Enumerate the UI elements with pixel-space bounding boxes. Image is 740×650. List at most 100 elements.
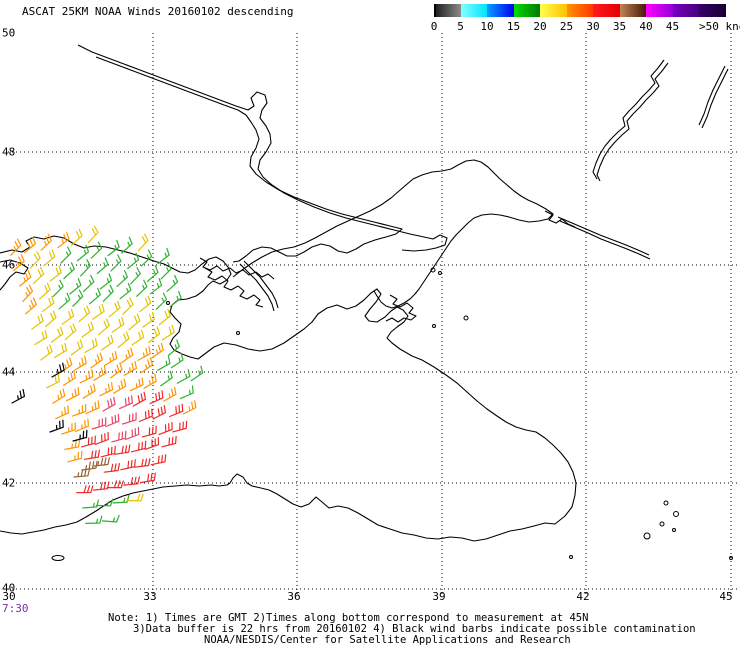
wind-barb <box>148 326 161 344</box>
legend-tick-label: >50 knots <box>699 20 740 33</box>
wind-barb <box>137 346 151 361</box>
coastline <box>557 216 650 256</box>
wind-barb <box>99 382 114 397</box>
wind-barb <box>123 360 137 376</box>
wind-barb <box>91 417 107 430</box>
wind-barb <box>95 498 114 507</box>
wind-barb <box>122 412 137 425</box>
wind-barb <box>41 295 55 312</box>
legend-tick-label: 5 <box>457 20 464 33</box>
wind-barb <box>49 265 62 282</box>
coastline <box>204 267 264 308</box>
wind-barb <box>100 445 116 458</box>
wind-barb <box>40 344 53 361</box>
wind-barb <box>131 440 147 453</box>
wind-barb <box>79 369 94 384</box>
wind-barb <box>102 284 114 302</box>
legend-tick-label: 40 <box>639 20 653 33</box>
wind-barb <box>116 270 128 287</box>
island <box>569 555 573 559</box>
wind-barb <box>80 259 91 277</box>
wind-barb <box>134 458 151 468</box>
wind-barb <box>125 426 140 440</box>
wind-barb <box>151 342 164 359</box>
wind-barb <box>40 233 52 251</box>
wind-barb <box>10 238 22 256</box>
wind-barb <box>141 425 157 438</box>
wind-barb <box>111 316 125 333</box>
wind-barb <box>44 310 57 328</box>
wind-barb <box>155 292 168 310</box>
island <box>236 331 240 335</box>
wind-barb <box>158 308 171 326</box>
wind-barb <box>64 439 81 450</box>
wind-barb <box>111 430 127 443</box>
coastline <box>698 65 726 126</box>
wind-barb <box>49 419 64 433</box>
wind-barb <box>31 313 44 330</box>
coastline <box>243 260 279 309</box>
coastline <box>239 263 275 312</box>
legend-left-tick <box>434 4 436 17</box>
wind-barb <box>137 233 149 252</box>
wind-barb <box>73 355 87 371</box>
island <box>430 267 436 273</box>
wind-barb <box>82 499 99 509</box>
wind-barb <box>81 321 94 338</box>
wind-barb <box>76 485 94 494</box>
coastline <box>701 68 729 129</box>
lat-label: 46 <box>2 258 16 272</box>
wind-barb <box>166 274 179 292</box>
wind-barb <box>172 420 188 433</box>
wind-barb <box>89 287 101 305</box>
wind-barb <box>119 282 132 300</box>
wind-barb <box>149 278 163 295</box>
legend-segment <box>646 4 673 17</box>
wind-barb <box>139 295 152 313</box>
legend-segment <box>513 4 540 17</box>
wind-barb <box>92 481 110 491</box>
legend-segment <box>540 4 567 17</box>
wind-barb <box>143 373 157 389</box>
wind-barb <box>167 339 180 356</box>
wind-barb <box>74 418 89 433</box>
wind-barb <box>61 308 75 325</box>
wind-barb <box>32 266 45 285</box>
coastline <box>199 257 275 280</box>
page-title: ASCAT 25KM NOAA Winds 20160102 descendin… <box>22 5 294 18</box>
wind-barb <box>85 400 100 415</box>
lon-label: 33 <box>143 590 157 603</box>
wind-barb <box>69 278 82 295</box>
wind-barb <box>85 515 103 524</box>
lon-label: 36 <box>287 590 301 603</box>
island <box>729 556 733 560</box>
wind-barb <box>160 370 173 387</box>
wind-barb-group <box>10 225 204 524</box>
note-line: NOAA/NESDIS/Center for Satellite Applica… <box>204 634 571 646</box>
wind-barb <box>190 365 204 382</box>
lat-label: 42 <box>2 476 16 490</box>
coastline <box>232 159 554 309</box>
legend-tick-label: 35 <box>612 20 627 33</box>
wind-barb <box>157 247 170 265</box>
wind-barb <box>22 284 34 302</box>
wind-barb <box>128 313 141 331</box>
coastline <box>596 62 669 182</box>
legend-tick-label: 0 <box>430 20 438 33</box>
wind-barb <box>77 244 90 262</box>
legend-segment <box>593 4 620 17</box>
wind-barb <box>105 413 120 428</box>
legend-segment <box>672 4 699 17</box>
lat-label: 44 <box>2 365 16 379</box>
wind-barb <box>83 274 95 292</box>
wind-barb <box>94 431 109 445</box>
wind-barb <box>57 232 70 249</box>
lat-lon-gridlines <box>8 33 737 597</box>
lat-label: 50 <box>2 26 16 40</box>
legend-segment <box>460 4 487 17</box>
coastline <box>385 294 417 323</box>
legend-tick-label: 20 <box>533 20 547 33</box>
legend-tick-label: 45 <box>665 20 680 33</box>
wind-barb <box>72 289 84 307</box>
